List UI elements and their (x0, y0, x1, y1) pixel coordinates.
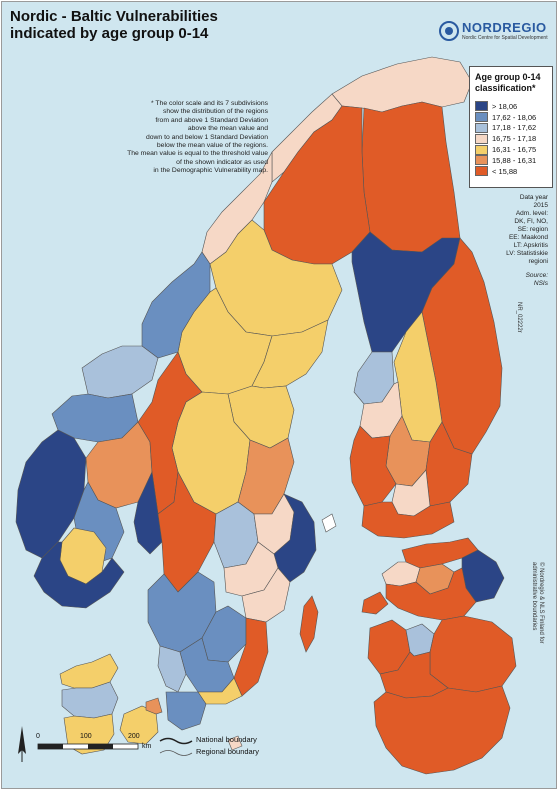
region-oslo (133, 470, 163, 555)
info-line: LT: Apskritis (513, 242, 548, 249)
info-line: EE: Maakond (508, 234, 548, 241)
legend-swatch (475, 133, 488, 144)
scale-tick-200: 200 (128, 733, 140, 740)
legend-title: Age group 0-14 classification* (475, 72, 541, 93)
legend-title-line-1: Age group 0-14 (475, 72, 541, 82)
north-arrow (18, 726, 26, 762)
region-norrbotten (263, 105, 371, 265)
legend-swatch (475, 112, 488, 123)
copyright-line-2: administrative boundaries (531, 562, 537, 631)
note-line: The mean value is equal to the threshold… (127, 150, 268, 158)
regional-boundary-label: Regional boundary (196, 746, 259, 756)
scale-bar (37, 743, 139, 750)
info-line: Data year (519, 194, 548, 201)
map-legend: Age group 0-14 classification* > 18,06 1… (469, 66, 553, 188)
title-line-2: indicated by age group 0-14 (10, 25, 209, 42)
methodology-note: * The color scale and its 7 subdivisions… (38, 100, 268, 176)
legend-item: 17,62 - 18,06 (475, 112, 536, 123)
region-uusimaa (361, 501, 455, 539)
note-line: from and above 1 Standard Deviation (155, 116, 268, 124)
legend-item: 16,75 - 17,18 (475, 133, 536, 144)
source-label: Source: (525, 272, 548, 279)
note-line: down to and below 1 Standard Deviation (145, 133, 268, 141)
info-line: 2015 (533, 202, 548, 209)
note-line: in the Demographic Vulnerability map. (153, 167, 268, 175)
legend-items: > 18,06 17,62 - 18,06 17,18 - 17,62 16,7… (475, 101, 536, 177)
region-estonia-south (385, 567, 477, 621)
note-line: above the mean value and (187, 125, 268, 133)
legend-title-line-2: classification* (475, 82, 536, 93)
legend-swatch (475, 144, 488, 155)
legend-swatch (475, 101, 488, 112)
region-zealand (119, 705, 159, 745)
copyright-line-1: © Nordregio & NLS Finland for (538, 562, 544, 644)
map-code: NR_02222r (516, 302, 522, 333)
region-kalmar (233, 617, 269, 697)
legend-swatch (475, 122, 488, 133)
legend-item: > 18,06 (475, 101, 536, 112)
legend-label: < 15,88 (492, 166, 518, 176)
info-line: LV: Statistiskie (506, 250, 548, 257)
region-saaremaa (361, 591, 389, 615)
region-bornholm (227, 735, 243, 751)
nordregio-logo-icon (439, 21, 459, 41)
map-title: Nordic - Baltic Vulnerabilities indicate… (10, 8, 310, 42)
region-denmark-mid (61, 681, 119, 719)
title-line-1: Nordic - Baltic Vulnerabilities (10, 8, 218, 25)
region-more-romsdal (81, 345, 159, 399)
region-agder (33, 541, 125, 609)
region-riga (405, 623, 435, 657)
data-info: Data year 2015 Adm. level: DK, FI, NO, S… (486, 194, 548, 288)
legend-swatch (475, 155, 488, 166)
note-line: show the distribution of the regions (162, 108, 268, 116)
source-value: NSIs (533, 280, 548, 287)
note-line: below the mean value of the regions. (156, 142, 268, 150)
logo-name: NORDREGIO (462, 20, 547, 35)
region-aland (321, 513, 337, 533)
boundary-legend-national: National boundary (196, 733, 259, 745)
legend-item: 16,31 - 16,75 (475, 144, 536, 155)
legend-label: 16,75 - 17,18 (492, 134, 537, 144)
legend-label: 15,88 - 16,31 (492, 155, 537, 165)
boundary-legend: National boundary Regional boundary (196, 733, 259, 757)
legend-label: 17,62 - 18,06 (492, 112, 537, 122)
legend-swatch (475, 166, 488, 177)
scale-tick-100: 100 (80, 733, 92, 740)
note-line: * The color scale and its 7 subdivisions (151, 100, 268, 107)
region-finnmark (331, 56, 473, 113)
legend-label: 17,18 - 17,62 (492, 123, 537, 133)
legend-item: < 15,88 (475, 166, 536, 177)
boundary-legend-lines (159, 737, 193, 756)
note-line: of the shown indicator as used (176, 158, 268, 166)
scale-unit: km (142, 743, 152, 750)
region-capital-dk (145, 697, 163, 715)
scale-tick-0: 0 (36, 733, 40, 740)
region-vasternorrland (251, 319, 329, 389)
region-lapland-west (361, 101, 461, 253)
info-line: regioni (528, 258, 548, 265)
region-skane (165, 691, 207, 731)
region-latvia-east (429, 615, 517, 693)
national-boundary-label: National boundary (196, 734, 257, 744)
info-line: SE: region (517, 226, 548, 233)
legend-label: > 18,06 (492, 101, 518, 111)
legend-item: 17,18 - 17,62 (475, 122, 537, 134)
info-line: Adm. level: (515, 210, 548, 217)
region-gotland (299, 595, 319, 653)
legend-item: 15,88 - 16,31 (475, 155, 536, 166)
region-lithuania (373, 685, 511, 775)
info-line: DK, FI, NO, (514, 218, 548, 225)
logo-subtitle: Nordic Centre for Spatial Development (462, 35, 548, 41)
region-denmark-north (59, 653, 119, 689)
copyright: © Nordregio & NLS Finland for administra… (530, 562, 544, 643)
legend-label: 16,31 - 16,75 (492, 145, 537, 155)
boundary-legend-regional: Regional boundary (196, 745, 259, 757)
